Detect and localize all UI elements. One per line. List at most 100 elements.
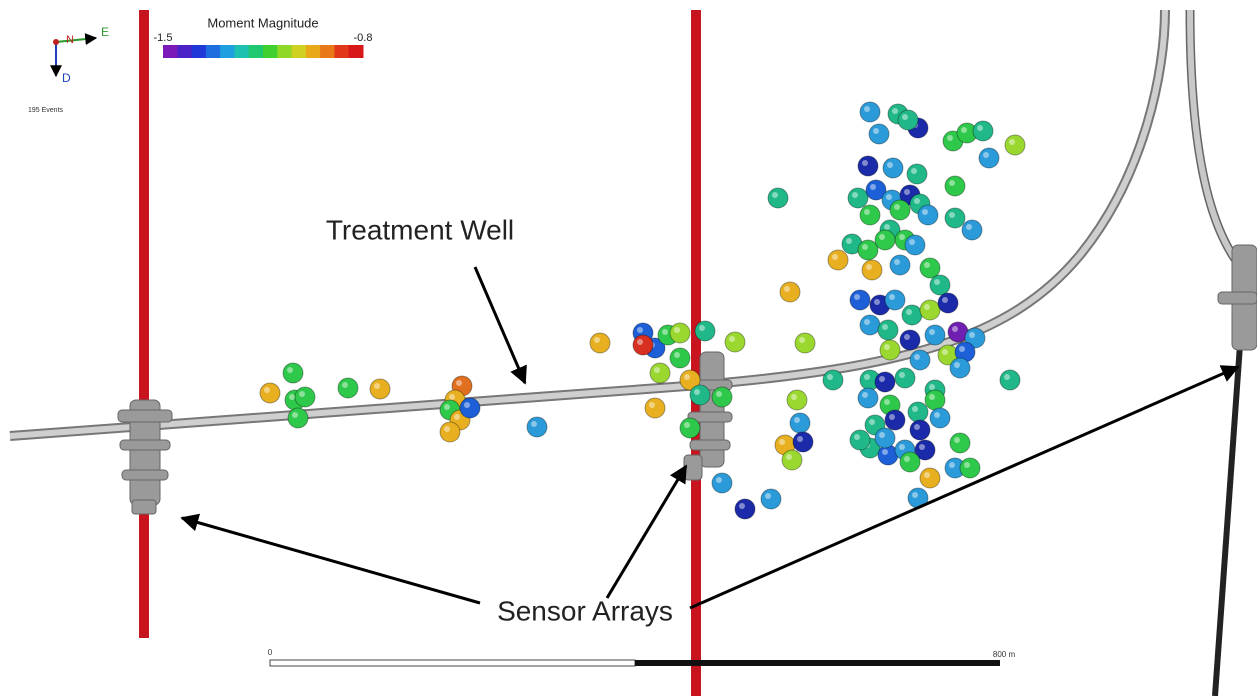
event-highlight — [654, 367, 660, 373]
event-highlight — [779, 439, 785, 445]
event-highlight — [716, 391, 722, 397]
event-highlight — [884, 224, 890, 230]
event-highlight — [914, 354, 920, 360]
colorbar-cell — [349, 45, 364, 58]
event-highlight — [911, 168, 917, 174]
event-highlight — [869, 419, 875, 425]
colorbar-cell — [220, 45, 235, 58]
event-highlight — [879, 376, 885, 382]
event — [950, 358, 970, 378]
event — [878, 320, 898, 340]
scale-label: 0 — [268, 648, 273, 657]
colorbar-cell — [163, 45, 178, 58]
event — [910, 350, 930, 370]
event-highlight — [1009, 139, 1015, 145]
event-highlight — [906, 309, 912, 315]
event — [795, 333, 815, 353]
event — [962, 220, 982, 240]
event-highlight — [929, 384, 935, 390]
event — [910, 420, 930, 440]
event — [590, 333, 610, 353]
event — [875, 428, 895, 448]
event-highlight — [894, 259, 900, 265]
event — [890, 255, 910, 275]
event — [440, 422, 460, 442]
event-highlight — [684, 374, 690, 380]
event-highlight — [1004, 374, 1010, 380]
event-highlight — [866, 264, 872, 270]
event-highlight — [887, 162, 893, 168]
event-highlight — [862, 392, 868, 398]
event-highlight — [899, 234, 905, 240]
event — [283, 363, 303, 383]
event-highlight — [852, 192, 858, 198]
event-highlight — [902, 114, 908, 120]
colorbar-cell — [192, 45, 207, 58]
colorbar-cell — [277, 45, 292, 58]
event — [898, 110, 918, 130]
colorbar-cell — [249, 45, 264, 58]
event — [735, 499, 755, 519]
event-highlight — [914, 198, 920, 204]
event-highlight — [287, 367, 293, 373]
event-highlight — [983, 152, 989, 158]
event — [925, 325, 945, 345]
event — [1005, 135, 1025, 155]
event-highlight — [904, 334, 910, 340]
event-highlight — [924, 262, 930, 268]
event — [768, 188, 788, 208]
annotation: Sensor Arrays — [497, 595, 673, 626]
colorbar-cell — [320, 45, 335, 58]
event-highlight — [909, 239, 915, 245]
event — [950, 433, 970, 453]
event — [858, 156, 878, 176]
compass-label: E — [101, 25, 109, 39]
colorbar-cell — [306, 45, 321, 58]
event-highlight — [882, 324, 888, 330]
event — [905, 235, 925, 255]
event — [848, 188, 868, 208]
event — [460, 398, 480, 418]
event — [295, 387, 315, 407]
event — [885, 290, 905, 310]
event — [890, 200, 910, 220]
event-highlight — [862, 244, 868, 250]
event — [695, 321, 715, 341]
event-highlight — [739, 503, 745, 509]
event-highlight — [942, 349, 948, 355]
event-highlight — [729, 336, 735, 342]
event-highlight — [292, 412, 298, 418]
colorbar-cell — [334, 45, 349, 58]
observation-well — [139, 10, 149, 638]
event-highlight — [870, 184, 876, 190]
event — [712, 387, 732, 407]
event — [670, 323, 690, 343]
event-highlight — [784, 286, 790, 292]
event-highlight — [954, 437, 960, 443]
event-highlight — [797, 436, 803, 442]
event-highlight — [966, 224, 972, 230]
event-highlight — [531, 421, 537, 427]
event-highlight — [854, 294, 860, 300]
event-highlight — [899, 372, 905, 378]
event-highlight — [924, 304, 930, 310]
event — [793, 432, 813, 452]
event — [900, 452, 920, 472]
event-highlight — [649, 402, 655, 408]
event-highlight — [864, 374, 870, 380]
event-highlight — [961, 127, 967, 133]
event-highlight — [954, 362, 960, 368]
event-highlight — [694, 389, 700, 395]
event-highlight — [264, 387, 270, 393]
colorbar-cell — [206, 45, 221, 58]
event-highlight — [716, 477, 722, 483]
event — [920, 468, 940, 488]
event — [883, 158, 903, 178]
event-highlight — [949, 180, 955, 186]
event-highlight — [862, 160, 868, 166]
event — [782, 450, 802, 470]
event-highlight — [374, 383, 380, 389]
event — [260, 383, 280, 403]
event — [823, 370, 843, 390]
event — [900, 330, 920, 350]
